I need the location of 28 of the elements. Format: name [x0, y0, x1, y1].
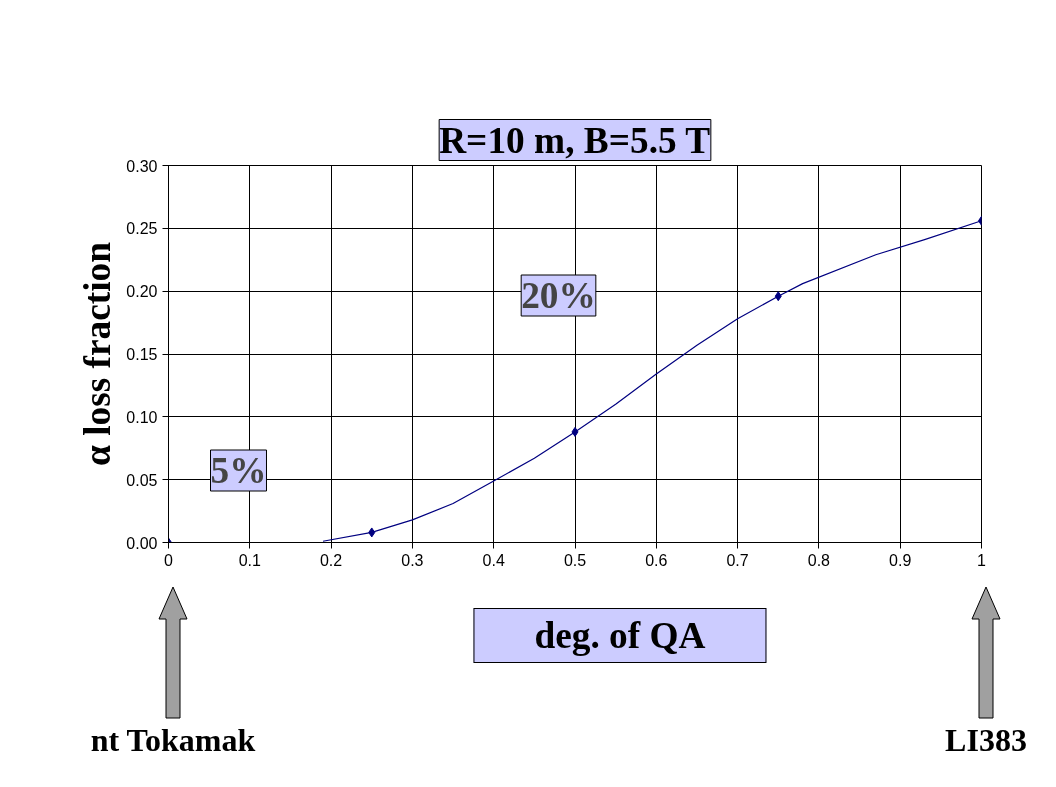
x-tick-label: 0.9: [889, 551, 912, 569]
x-axis-title: deg. of QA: [473, 608, 767, 664]
text: nt Tokamak: [90, 721, 256, 760]
x-tick-label: 0.3: [401, 551, 424, 569]
x-tick-label: 0.8: [807, 551, 831, 569]
y-axis-title: α loss fraction: [77, 241, 119, 467]
text: LI383: [945, 721, 1027, 760]
x-tick-label: 0.6: [645, 551, 668, 569]
x-tick-label: 0.2: [319, 551, 343, 569]
annotation: 20%: [521, 275, 596, 316]
point: [571, 426, 579, 437]
x-tick-label: 0: [164, 551, 174, 569]
y-tick-label: 0.30: [126, 157, 158, 175]
y-tick-label: 0.05: [126, 471, 158, 489]
chart-title: R=10 m, B=5.5 T: [439, 119, 711, 161]
annotation: 5%: [210, 450, 267, 491]
y-tick-label: 0.20: [126, 283, 158, 301]
y-tick-label: 0.25: [126, 220, 158, 238]
x-tick-label: 0.5: [563, 551, 587, 569]
y-tick-label: 0.15: [126, 346, 158, 363]
y-tick-label: 0.10: [126, 408, 158, 426]
x-tick-label: 0.1: [238, 551, 262, 569]
point: [774, 291, 782, 302]
y-tick-label: 0.00: [126, 534, 158, 552]
x-tick-label: 0.4: [482, 551, 505, 569]
x-tick-label: 1: [977, 551, 987, 569]
x-tick-label: 0.7: [726, 551, 749, 569]
point: [368, 527, 376, 538]
